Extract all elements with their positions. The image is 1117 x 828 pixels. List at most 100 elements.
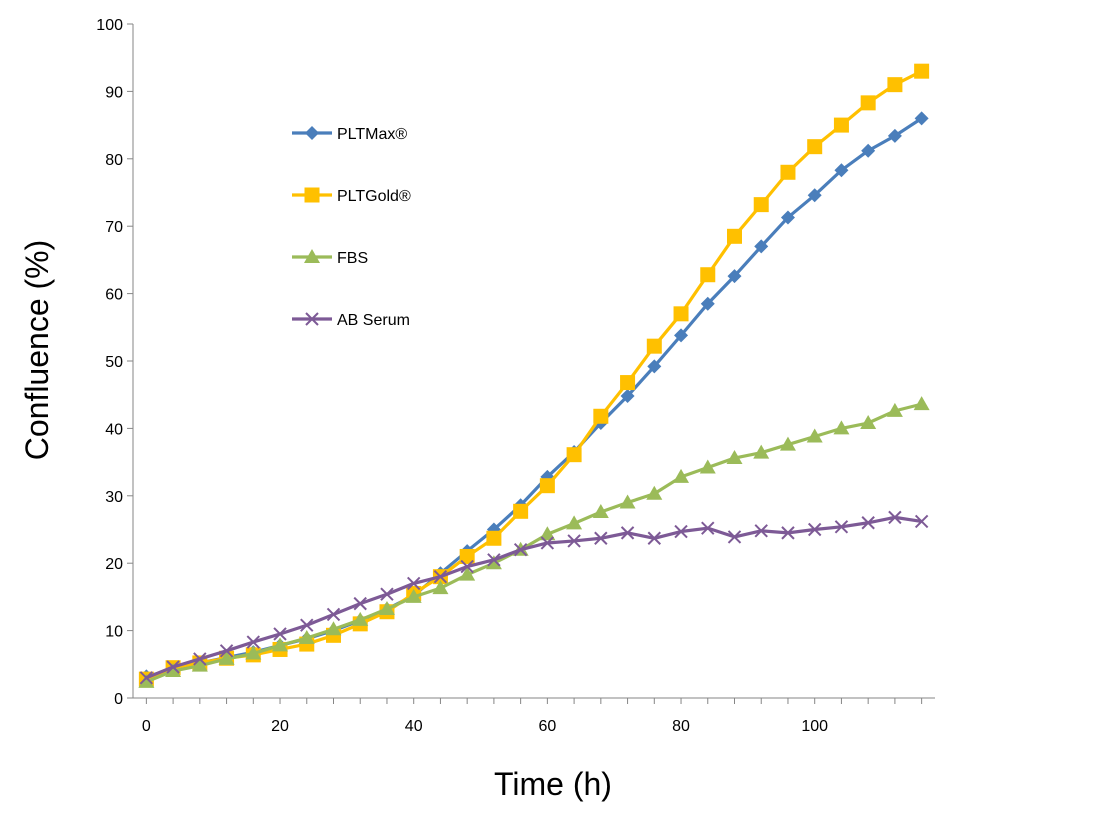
data-point (539, 478, 555, 494)
x-marker-stroke (861, 516, 875, 530)
data-point (566, 447, 582, 463)
data-point (807, 522, 822, 537)
legend-label: PLTMax® (337, 126, 407, 143)
x-tick-label: 80 (672, 718, 690, 735)
series-pltgold (138, 63, 930, 687)
data-point (513, 503, 529, 519)
x-marker-stroke (166, 660, 180, 674)
x-marker-stroke (353, 596, 367, 611)
x-marker-stroke (540, 536, 555, 550)
x-marker-stroke (807, 522, 822, 537)
data-point (647, 531, 662, 545)
y-tick-label: 40 (105, 421, 123, 438)
data-point (807, 139, 823, 155)
y-tick-label: 70 (105, 219, 123, 236)
data-point (353, 596, 367, 611)
series-line (145, 515, 922, 680)
data-point (218, 650, 235, 665)
x-marker-stroke (567, 534, 581, 548)
data-point (807, 188, 822, 203)
data-point (325, 621, 342, 636)
x-tick-label: 60 (538, 718, 556, 735)
x-axis-title: Time (h) (494, 766, 612, 802)
x-marker-stroke (594, 531, 608, 545)
data-point (432, 580, 449, 595)
legend-label: PLTGold® (337, 188, 411, 205)
axes: 0 10 20 30 40 50 60 70 80 90 100 0 20 40 60 80 100 (96, 17, 935, 735)
x-marker-stroke (219, 644, 234, 658)
data-point (594, 531, 608, 545)
x-marker-stroke (781, 526, 795, 540)
x-tick-label: 100 (801, 718, 828, 735)
x-marker-stroke (380, 587, 394, 601)
data-point (834, 163, 849, 178)
data-point (433, 569, 448, 584)
data-point (620, 375, 636, 391)
data-point (219, 644, 234, 658)
x-marker-stroke (460, 559, 474, 574)
y-tick-label: 30 (105, 489, 123, 506)
data-point (700, 267, 716, 283)
x-marker-stroke (674, 524, 688, 539)
x-marker-stroke (305, 312, 319, 326)
data-point (914, 514, 929, 529)
legend-marker (305, 312, 319, 326)
data-point (566, 515, 583, 530)
x-tick-label: 0 (142, 718, 151, 735)
x-marker-stroke (139, 671, 154, 685)
data-point (754, 239, 769, 254)
x-marker-stroke (487, 553, 501, 567)
data-point (673, 306, 689, 322)
data-point (459, 566, 476, 581)
series-pltmax (139, 111, 929, 684)
data-point (860, 95, 876, 111)
data-point (378, 601, 395, 616)
series-line (145, 69, 923, 681)
data-point (727, 228, 742, 244)
series-layer (138, 63, 930, 688)
legend-marker (304, 187, 320, 203)
x-marker-stroke (273, 627, 287, 641)
x-marker-stroke (647, 531, 662, 545)
y-tick-label: 90 (105, 84, 123, 101)
data-point (592, 503, 609, 518)
data-point (540, 536, 555, 550)
data-point (806, 428, 823, 443)
data-point (701, 521, 715, 535)
data-point (193, 652, 207, 666)
series-ab-serum (139, 510, 929, 685)
x-marker-stroke (888, 510, 902, 525)
data-point (727, 530, 742, 544)
data-point (699, 459, 716, 474)
data-point (861, 143, 876, 158)
data-point (887, 128, 902, 143)
x-marker-stroke (300, 618, 314, 632)
x-marker-stroke (754, 524, 768, 538)
data-point (646, 338, 662, 354)
data-point (166, 660, 180, 674)
data-point (246, 635, 261, 649)
y-axis-title: Confluence (%) (19, 240, 55, 461)
x-tick-label: 40 (405, 718, 423, 735)
data-point (352, 611, 369, 626)
data-point (646, 485, 663, 500)
x-marker-stroke (834, 520, 849, 534)
data-point (727, 269, 742, 284)
data-point (886, 402, 903, 417)
data-point (860, 415, 877, 430)
data-point (619, 494, 636, 509)
x-marker-stroke (727, 530, 742, 544)
data-point (673, 468, 690, 483)
data-point (326, 607, 341, 622)
x-marker-stroke (326, 607, 341, 622)
legend-item: AB Serum (292, 312, 410, 329)
legend-item: PLTGold® (292, 187, 411, 205)
data-point (405, 588, 422, 603)
data-point (191, 657, 208, 672)
data-point (780, 210, 795, 225)
data-point (647, 359, 662, 374)
x-marker-stroke (433, 569, 448, 584)
data-point (779, 436, 796, 451)
data-point (165, 663, 182, 678)
